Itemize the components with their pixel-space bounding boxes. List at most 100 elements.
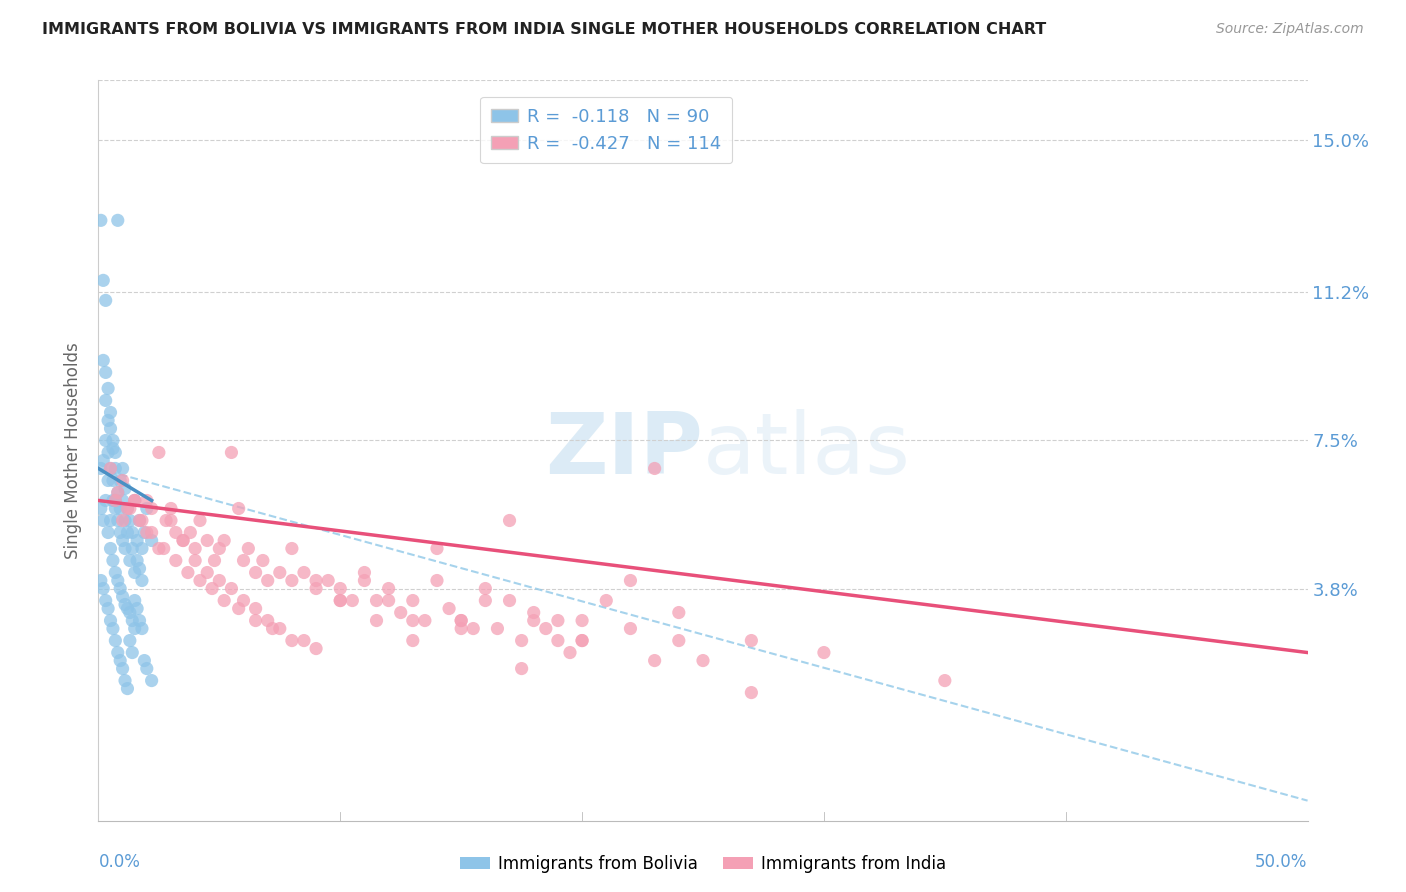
Point: [121, 525, 143, 540]
Point: [498, 514, 520, 528]
Point: [104, 493, 127, 508]
Point: [204, 553, 226, 567]
Point: [104, 461, 127, 475]
Point: [402, 614, 425, 628]
Point: [114, 514, 136, 528]
Point: [104, 566, 127, 580]
Point: [118, 633, 141, 648]
Point: [107, 485, 129, 500]
Point: [114, 482, 136, 496]
Point: [450, 622, 472, 636]
Point: [329, 582, 352, 596]
Point: [245, 601, 267, 615]
Point: [245, 566, 267, 580]
Point: [172, 533, 194, 548]
Point: [104, 493, 127, 508]
Point: [97, 445, 120, 459]
Point: [377, 582, 399, 596]
Point: [97, 525, 120, 540]
Point: [100, 405, 122, 419]
Point: [104, 501, 127, 516]
Point: [450, 614, 472, 628]
Point: [91, 353, 114, 368]
Point: [97, 381, 120, 395]
Point: [813, 646, 835, 660]
Point: [188, 574, 211, 588]
Point: [124, 566, 146, 580]
Point: [256, 614, 278, 628]
Legend: Immigrants from Bolivia, Immigrants from India: Immigrants from Bolivia, Immigrants from…: [453, 848, 953, 880]
Point: [179, 525, 201, 540]
Point: [131, 574, 153, 588]
Point: [108, 501, 131, 516]
Point: [523, 606, 546, 620]
Point: [101, 622, 124, 636]
Point: [389, 606, 412, 620]
Point: [165, 553, 187, 567]
Point: [426, 574, 449, 588]
Point: [128, 514, 150, 528]
Point: [402, 633, 425, 648]
Point: [141, 525, 163, 540]
Point: [281, 574, 304, 588]
Point: [135, 662, 157, 676]
Y-axis label: Single Mother Households: Single Mother Households: [65, 343, 83, 558]
Point: [117, 525, 139, 540]
Point: [692, 654, 714, 668]
Point: [101, 442, 124, 456]
Point: [100, 461, 122, 475]
Point: [134, 654, 156, 668]
Point: [329, 593, 352, 607]
Point: [934, 673, 956, 688]
Point: [498, 593, 520, 607]
Point: [342, 593, 364, 607]
Point: [94, 493, 117, 508]
Point: [135, 525, 157, 540]
Point: [160, 501, 183, 516]
Point: [91, 514, 114, 528]
Point: [100, 421, 122, 435]
Point: [571, 633, 593, 648]
Point: [111, 662, 134, 676]
Point: [292, 633, 315, 648]
Point: [111, 461, 134, 475]
Point: [128, 514, 150, 528]
Point: [353, 574, 375, 588]
Point: [547, 633, 569, 648]
Point: [571, 633, 593, 648]
Point: [281, 541, 304, 556]
Point: [534, 622, 557, 636]
Point: [221, 582, 243, 596]
Point: [135, 501, 157, 516]
Point: [107, 485, 129, 500]
Text: ZIP: ZIP: [546, 409, 703, 492]
Point: [437, 601, 460, 615]
Point: [117, 681, 139, 696]
Point: [619, 574, 641, 588]
Point: [90, 461, 112, 475]
Point: [212, 593, 235, 607]
Point: [523, 614, 546, 628]
Point: [118, 501, 141, 516]
Point: [172, 533, 194, 548]
Point: [107, 213, 129, 227]
Point: [619, 622, 641, 636]
Point: [108, 582, 131, 596]
Point: [101, 434, 124, 448]
Point: [160, 514, 183, 528]
Point: [195, 566, 218, 580]
Point: [238, 541, 260, 556]
Point: [111, 514, 134, 528]
Point: [94, 434, 117, 448]
Point: [94, 293, 117, 308]
Point: [305, 582, 328, 596]
Point: [111, 533, 134, 548]
Point: [94, 366, 117, 380]
Point: [90, 574, 112, 588]
Point: [107, 514, 129, 528]
Point: [101, 553, 124, 567]
Point: [232, 593, 254, 607]
Point: [94, 593, 117, 607]
Point: [148, 541, 170, 556]
Point: [141, 673, 163, 688]
